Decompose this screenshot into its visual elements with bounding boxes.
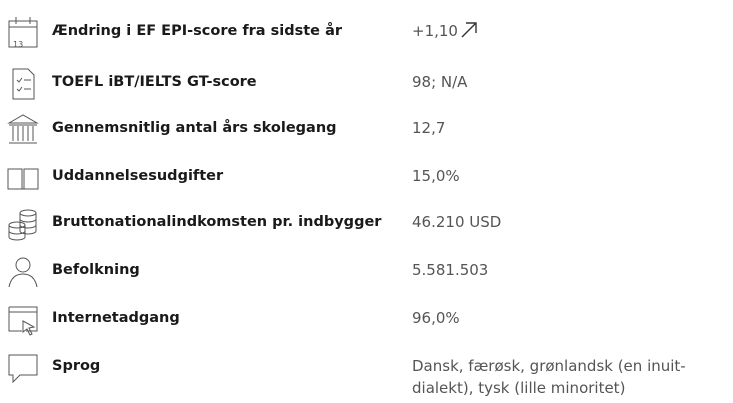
value: 98; N/A bbox=[412, 73, 468, 91]
label: Sprog bbox=[52, 358, 101, 374]
value: +1,10 bbox=[412, 20, 730, 42]
label: Bruttonationalindkomsten pr. indbygger bbox=[52, 214, 382, 230]
calendar-icon bbox=[8, 17, 38, 48]
value: Dansk, færøsk, grønlandsk (en inuit-dial… bbox=[412, 357, 686, 397]
person-icon bbox=[8, 257, 38, 288]
value: 5.581.503 bbox=[412, 261, 489, 279]
value-text: +1,10 bbox=[412, 22, 458, 40]
institution-icon bbox=[7, 114, 39, 144]
label: Befolkning bbox=[52, 262, 140, 278]
label: Ændring i EF EPI-score fra sidste år bbox=[52, 23, 342, 39]
value: 96,0% bbox=[412, 309, 460, 327]
checklist-icon bbox=[12, 68, 35, 100]
value: 15,0% bbox=[412, 167, 460, 185]
label: TOEFL iBT/IELTS GT-score bbox=[52, 74, 257, 90]
book-icon bbox=[7, 168, 39, 190]
value: 12,7 bbox=[412, 119, 446, 137]
label: Gennemsnitlig antal års skolegang bbox=[52, 120, 337, 136]
browser-icon bbox=[8, 306, 38, 336]
calendar-day: 13 bbox=[13, 40, 24, 49]
speech-icon bbox=[8, 354, 38, 384]
trend-arrow bbox=[461, 22, 477, 38]
value: 46.210 USD bbox=[412, 213, 502, 231]
coins-icon bbox=[8, 209, 37, 241]
label: Internetadgang bbox=[52, 310, 180, 326]
label: Uddannelsesudgifter bbox=[52, 168, 224, 184]
